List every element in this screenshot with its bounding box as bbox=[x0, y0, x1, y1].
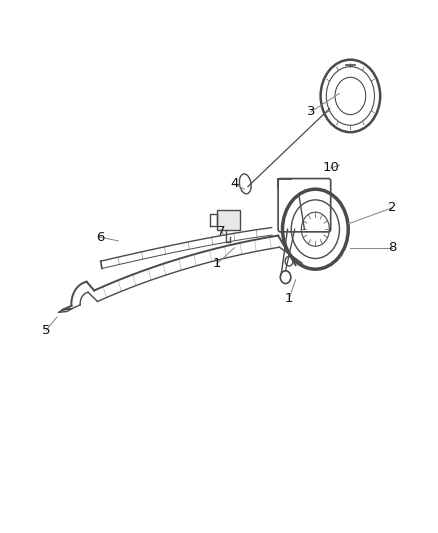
Text: 6: 6 bbox=[96, 231, 105, 244]
Text: 1: 1 bbox=[212, 257, 221, 270]
Bar bbox=[217, 210, 240, 230]
Text: 10: 10 bbox=[322, 161, 339, 174]
Text: 8: 8 bbox=[388, 241, 396, 254]
Text: 5: 5 bbox=[42, 324, 50, 337]
Text: 3: 3 bbox=[307, 106, 315, 118]
Text: 7: 7 bbox=[217, 225, 226, 238]
Text: 1: 1 bbox=[285, 292, 293, 305]
Text: 2: 2 bbox=[388, 201, 396, 214]
Text: 4: 4 bbox=[230, 177, 239, 190]
